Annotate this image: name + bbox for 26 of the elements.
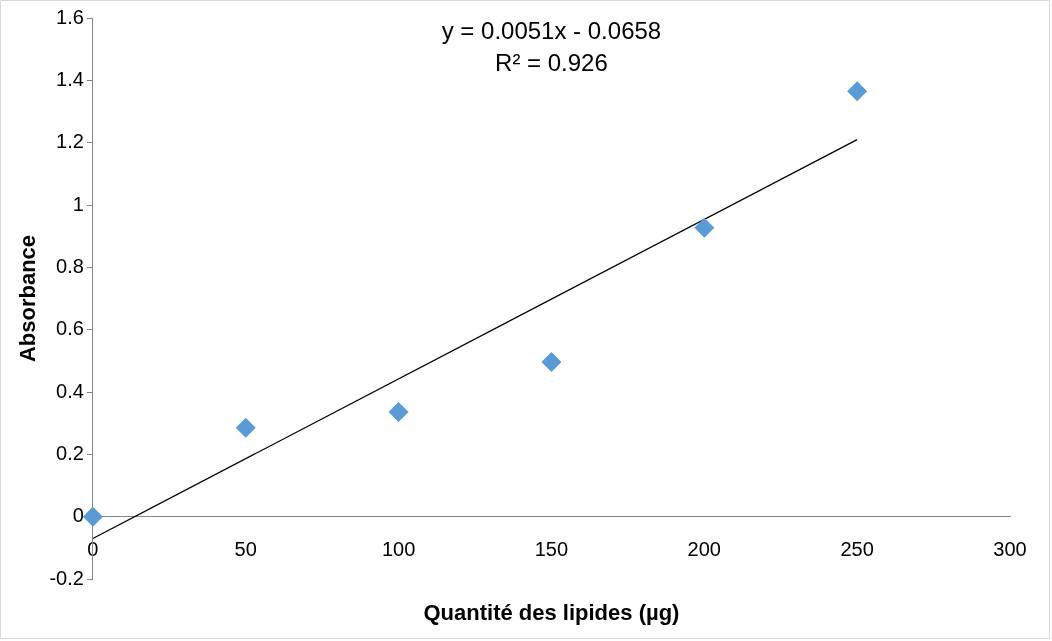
point — [388, 401, 409, 422]
x-tick-label: 150 — [534, 538, 569, 561]
point — [694, 217, 715, 238]
point — [82, 506, 103, 527]
y-tick-label: 1.6 — [56, 5, 84, 28]
annotation: y = 0.0051x - 0.0658 — [441, 16, 662, 44]
y-tick-label: -0.2 — [49, 566, 84, 589]
y-tick-label: 0.2 — [56, 441, 84, 464]
point — [541, 352, 562, 373]
x-tick-label: 300 — [993, 538, 1027, 561]
point — [235, 417, 256, 438]
x-axis-title: Quantité des lipides (µg) — [423, 600, 680, 626]
annotation: R² = 0.926 — [495, 48, 608, 76]
y-tick-label: 0.4 — [56, 379, 84, 402]
x-tick-label: 200 — [687, 538, 721, 561]
x-tick-label: 250 — [840, 538, 874, 561]
y-tick-label: 0 — [72, 504, 84, 527]
y-axis-title: Absorbance — [15, 234, 41, 363]
x-tick-label: 50 — [234, 538, 257, 561]
y-tick-label: 1.4 — [56, 67, 84, 90]
y-tick-label: 1 — [72, 192, 84, 215]
y-tick-label: 0.6 — [56, 317, 84, 340]
x-tick-label: 100 — [381, 538, 416, 561]
y-tick-label: 0.8 — [56, 254, 84, 277]
point — [847, 81, 868, 102]
y-tick-label: 1.2 — [56, 130, 84, 153]
